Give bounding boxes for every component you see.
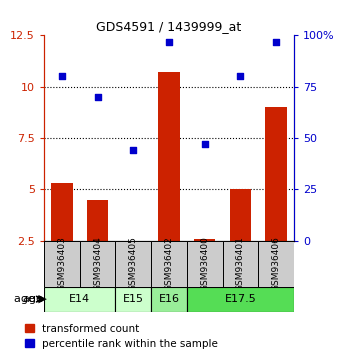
Bar [115,287,151,312]
Bar [151,287,187,312]
Bar [80,241,115,287]
Bar [44,241,80,287]
Point [95,94,100,100]
Point [130,148,136,153]
Bar [44,287,115,312]
Legend: transformed count, percentile rank within the sample: transformed count, percentile rank withi… [25,324,218,349]
Bar [123,241,144,245]
Text: GSM936402: GSM936402 [165,236,173,291]
Bar [194,239,215,241]
Point [59,74,65,79]
Text: GSM936403: GSM936403 [57,236,66,291]
Text: E15: E15 [123,294,144,304]
Point [273,39,279,44]
Bar [87,200,108,241]
Text: E14: E14 [69,294,90,304]
Text: E16: E16 [159,294,179,304]
Text: age: age [22,294,43,304]
Bar [151,241,187,287]
Text: GSM936405: GSM936405 [129,236,138,291]
Text: age ▶: age ▶ [14,294,46,304]
Bar [223,241,258,287]
Text: GSM936401: GSM936401 [236,236,245,291]
Bar [265,107,287,241]
Text: GSM936406: GSM936406 [272,236,281,291]
Bar [115,241,151,287]
Bar [51,183,73,241]
Bar [258,241,294,287]
Bar [187,241,223,287]
Bar [158,72,180,241]
Text: GSM936404: GSM936404 [93,236,102,291]
Point [202,141,208,147]
Text: E17.5: E17.5 [224,294,256,304]
Point [166,39,172,44]
Text: GSM936400: GSM936400 [200,236,209,291]
Bar [230,189,251,241]
Title: GDS4591 / 1439999_at: GDS4591 / 1439999_at [96,20,242,33]
Bar [187,287,294,312]
Point [238,74,243,79]
